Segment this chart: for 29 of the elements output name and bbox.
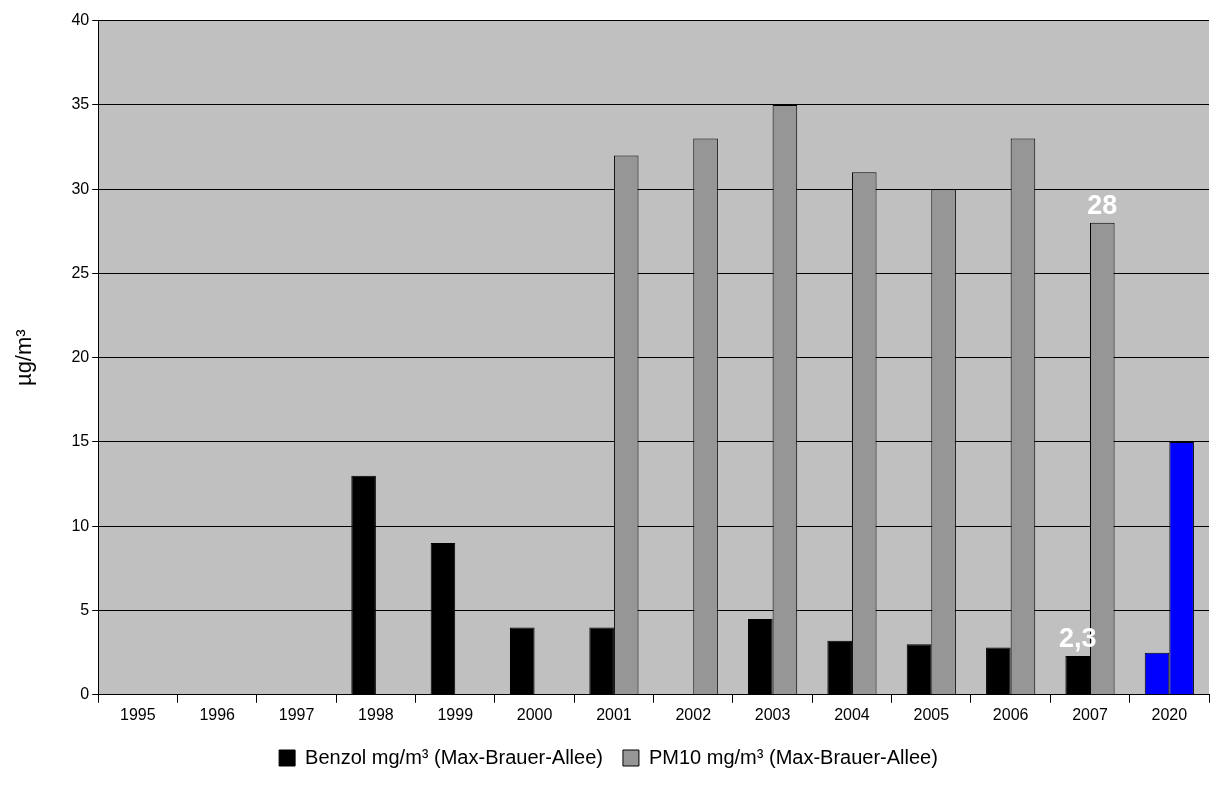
y-tick-label: 40	[71, 11, 90, 29]
x-tick-label: 1997	[278, 705, 315, 723]
y-tick-label: 0	[80, 685, 90, 703]
y-tick-label: 35	[71, 95, 90, 113]
x-tick-label: 1996	[199, 705, 236, 723]
y-tick-label: 20	[71, 348, 90, 366]
legend-label: Benzol mg/m³ (Max-Brauer-Allee)	[305, 745, 603, 768]
x-tick-label: 2001	[596, 705, 632, 723]
y-tick-label: 30	[71, 179, 90, 197]
y-tick-label: 25	[71, 263, 90, 281]
y-axis-title: µg/m³	[11, 329, 37, 387]
x-tick-label: 2000	[516, 705, 553, 723]
x-tick-label: 1998	[358, 705, 394, 723]
x-tick-label: 2005	[913, 705, 950, 723]
annotation: 28	[1087, 189, 1118, 220]
legend-label: PM10 mg/m³ (Max-Brauer-Allee)	[648, 745, 938, 768]
x-tick-label: 2003	[754, 705, 791, 723]
x-tick-label: 1999	[437, 705, 474, 723]
y-tick-label: 15	[71, 432, 90, 450]
y-tick-label: 5	[80, 600, 90, 618]
x-tick-label: 1995	[120, 705, 156, 723]
bar	[906, 644, 932, 695]
x-tick-label: 2020	[1151, 705, 1188, 723]
x-tick-label: 2006	[992, 705, 1029, 723]
x-tick-label: 2007	[1072, 705, 1108, 723]
bar	[509, 627, 535, 695]
y-tick-label: 10	[71, 516, 90, 534]
x-tick-label: 2002	[675, 705, 712, 723]
x-tick-label: 2004	[834, 705, 870, 723]
